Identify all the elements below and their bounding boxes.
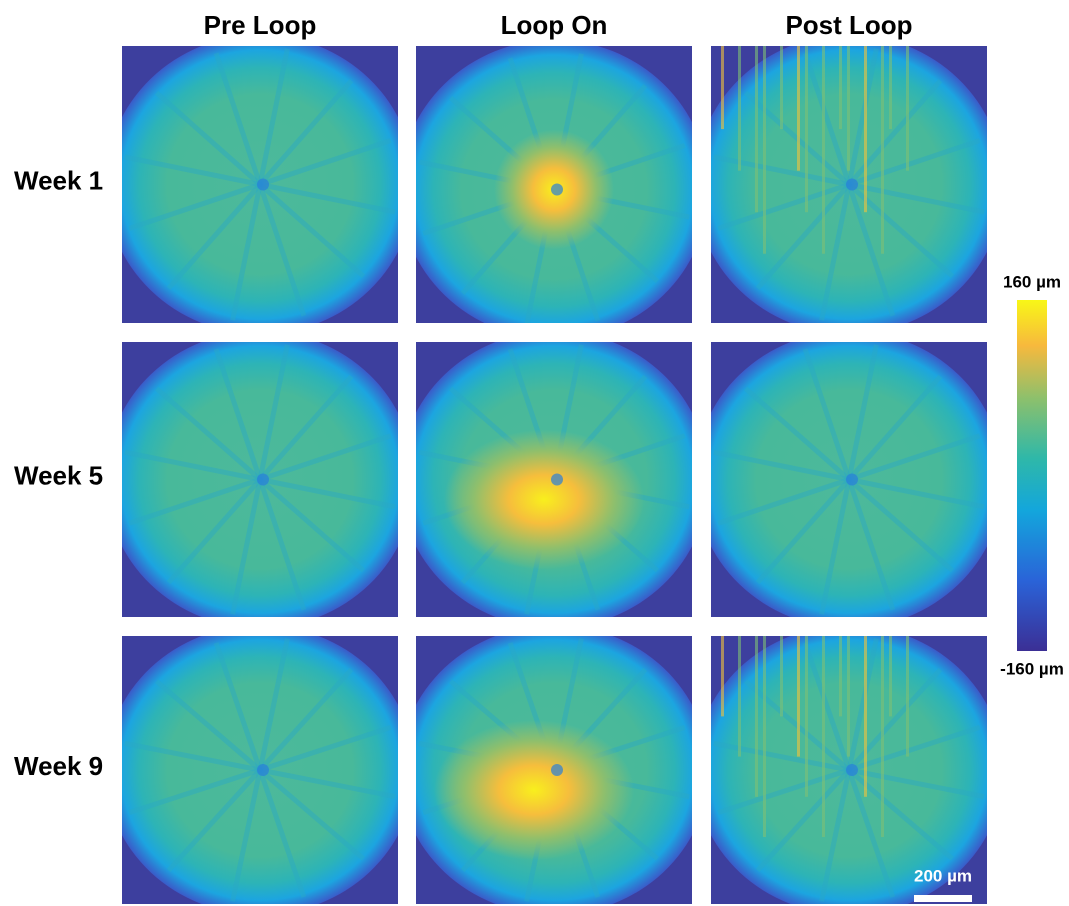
streak — [881, 46, 884, 254]
colorbar — [1017, 300, 1047, 651]
streak — [847, 636, 850, 757]
streak — [822, 46, 825, 254]
column-header: Loop On — [501, 10, 608, 40]
streak — [906, 46, 909, 171]
panels — [105, 35, 1003, 906]
streak — [822, 636, 825, 837]
figure: 160 µm -160 µm Pre Loop Loop On Post Loop W… — [0, 0, 1069, 906]
image-panel — [694, 331, 1003, 628]
column-header: Pre Loop — [204, 10, 317, 40]
streak — [805, 636, 808, 797]
image-panel — [694, 625, 1003, 906]
center-spot — [551, 764, 563, 776]
streak — [889, 636, 892, 716]
hot-spot — [434, 720, 634, 860]
center-spot — [846, 474, 858, 486]
streak — [839, 636, 842, 716]
streak — [755, 636, 758, 797]
streak — [864, 636, 867, 797]
scale-bar — [914, 895, 972, 902]
center-spot — [257, 179, 269, 191]
streak — [864, 46, 867, 212]
colorbar-min-label: -160 µm — [1000, 659, 1064, 678]
streak — [721, 636, 724, 716]
streak — [763, 46, 766, 254]
center-spot — [257, 474, 269, 486]
streak — [881, 636, 884, 837]
streak — [780, 46, 783, 129]
image-panel — [399, 625, 708, 906]
image-panel — [399, 40, 708, 339]
streak — [805, 46, 808, 212]
scale-bar-label: 200 µm — [914, 866, 972, 885]
image-panel — [105, 331, 414, 628]
streak — [780, 636, 783, 716]
streak — [763, 636, 766, 837]
image-panel — [399, 331, 708, 628]
streak — [797, 636, 800, 757]
center-spot — [257, 764, 269, 776]
hot-spot — [444, 430, 644, 570]
streak — [738, 636, 741, 757]
image-panel — [694, 35, 1003, 334]
streak — [755, 46, 758, 212]
streak — [889, 46, 892, 129]
streak — [797, 46, 800, 171]
center-spot — [551, 474, 563, 486]
center-spot — [551, 184, 563, 196]
center-spot — [846, 764, 858, 776]
streak — [847, 46, 850, 171]
streak — [839, 46, 842, 129]
row-label: Week 5 — [14, 460, 103, 490]
row-label: Week 9 — [14, 751, 103, 781]
streak — [906, 636, 909, 757]
center-spot — [846, 179, 858, 191]
streak — [738, 46, 741, 171]
colorbar-max-label: 160 µm — [1003, 272, 1061, 291]
row-label: Week 1 — [14, 165, 103, 195]
image-panel — [105, 35, 414, 334]
column-header: Post Loop — [785, 10, 912, 40]
streak — [721, 46, 724, 129]
image-panel — [105, 625, 414, 906]
